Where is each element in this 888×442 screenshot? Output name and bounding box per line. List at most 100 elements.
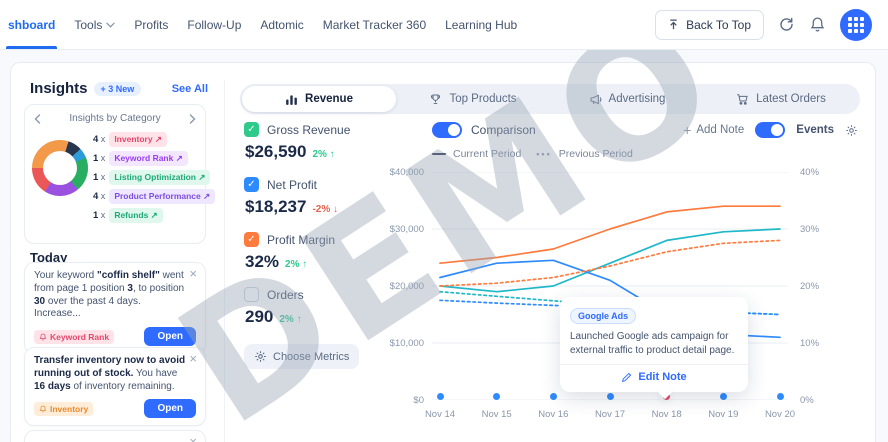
tab-latest-orders[interactable]: Latest Orders (704, 86, 858, 112)
chevron-left-icon[interactable] (34, 113, 41, 124)
chart-settings-gear-icon[interactable] (845, 124, 858, 137)
open-button[interactable]: Open (144, 327, 196, 347)
top-nav: shboard Tools Profits Follow-Up Adtomic Marke… (0, 0, 888, 50)
tab-label: Latest Orders (756, 93, 826, 105)
event-dot-nov-17[interactable] (606, 393, 614, 400)
nav-item-learning-hub[interactable]: Learning Hub (445, 0, 517, 49)
event-dot-nov-14[interactable] (436, 393, 444, 400)
metric-checkbox[interactable]: ✓ (244, 232, 259, 247)
tab-advertising[interactable]: Advertising (550, 86, 704, 112)
insight-tag[interactable]: Keyword Rank (34, 329, 115, 344)
event-dot-nov-20[interactable] (776, 393, 784, 400)
metric-checkbox[interactable]: ✓ (244, 177, 259, 192)
insights-header: Insights + 3 New See All (30, 80, 208, 97)
nav-item-label: Learning Hub (445, 17, 518, 32)
edit-note-button[interactable]: Edit Note (570, 371, 738, 385)
category-count: 1 x (93, 172, 106, 183)
insight-card-partial: × (24, 430, 206, 442)
category-tag[interactable]: Product Performance ↗ (109, 189, 216, 204)
metric-gross-revenue: ✓ Gross Revenue $26,590 2% ↑ (244, 122, 404, 162)
trophy-icon (429, 93, 442, 106)
metric-change: -2% ↓ (312, 204, 339, 215)
nav-item-tools[interactable]: Tools (74, 0, 116, 49)
insight-tag[interactable]: Inventory (34, 401, 94, 416)
insight-text: Transfer inventory now to avoid running … (34, 355, 186, 392)
period-legend: Current Period ••• Previous Period (432, 148, 633, 160)
events-toggle[interactable] (755, 122, 786, 138)
category-count: 4 x (93, 191, 106, 202)
tab-top-products[interactable]: Top Products (396, 86, 550, 112)
nav-item-label: Tools (74, 17, 103, 32)
chart-tabs: Revenue Top Products Advertising Latest Ord… (240, 84, 860, 114)
category-row-keyword-rank: 1 x Keyword Rank ↗ (93, 151, 215, 166)
events-label: Events (796, 124, 834, 136)
metric-checkbox[interactable] (244, 287, 259, 302)
history-icon[interactable] (778, 16, 795, 33)
close-icon[interactable]: × (189, 351, 197, 366)
category-legend: 4 x Inventory ↗ 1 x Keyword Rank ↗ 1 x Listin… (93, 132, 216, 223)
alert-bell-icon (39, 405, 47, 413)
metric-label: Net Profit (267, 177, 318, 192)
y-left-tick-label: $30,000 (389, 224, 424, 235)
close-icon[interactable]: × (189, 434, 197, 442)
apps-grid-button[interactable] (840, 8, 872, 41)
category-row-listing-optimization: 1 x Listing Optimization ↗ (93, 170, 215, 185)
nav-item-shboard[interactable]: shboard (5, 0, 58, 49)
comparison-toggle[interactable] (432, 122, 462, 138)
nav-right-cluster: Back To Top (655, 8, 872, 41)
y-right-tick-label: 10% (800, 338, 820, 349)
note-tag: Google Ads (570, 308, 637, 324)
chevron-right-icon[interactable] (189, 113, 196, 124)
category-tag[interactable]: Inventory ↗ (109, 132, 168, 147)
plus-icon: + (683, 122, 692, 138)
metric-value: 32% (245, 252, 280, 271)
category-tag[interactable]: Keyword Rank ↗ (109, 151, 188, 166)
tab-revenue[interactable]: Revenue (242, 86, 396, 112)
panel-divider (224, 80, 225, 442)
insight-card-keyword-rank: × Your keyword "coffin shelf" went from p… (24, 262, 206, 355)
event-dot-nov-15[interactable] (493, 393, 501, 400)
nav-menu: shboard Tools Profits Follow-Up Adtomic Marke… (5, 0, 517, 49)
category-tag[interactable]: Refunds ↗ (109, 208, 163, 223)
y-left-tick-label: $20,000 (389, 281, 424, 292)
metric-label: Profit Margin (267, 232, 336, 247)
notifications-bell-icon[interactable] (809, 16, 826, 33)
metric-profit-margin: ✓ Profit Margin 32% 2% ↑ (244, 232, 404, 272)
see-all-link[interactable]: See All (171, 82, 208, 95)
metric-checkbox[interactable]: ✓ (244, 122, 259, 137)
metric-change: 2% ↑ (279, 314, 302, 325)
y-right-tick-label: 0% (800, 395, 814, 406)
open-button[interactable]: Open (144, 399, 196, 419)
nav-item-profits[interactable]: Profits (134, 0, 168, 49)
close-icon[interactable]: × (189, 266, 197, 281)
category-card-body: 4 x Inventory ↗ 1 x Keyword Rank ↗ 1 x Listin… (25, 126, 216, 223)
x-tick-label: Nov 18 (651, 409, 682, 420)
insights-title: Insights (30, 80, 88, 97)
nav-item-adtomic[interactable]: Adtomic (260, 0, 303, 49)
megaphone-icon (589, 93, 602, 106)
back-to-top-button[interactable]: Back To Top (655, 9, 764, 40)
cart-icon (736, 93, 749, 106)
category-count: 1 x (93, 153, 106, 164)
insight-text: Your keyword "coffin shelf" went from pa… (34, 270, 185, 320)
nav-item-follow-up[interactable]: Follow-Up (187, 0, 241, 49)
choose-metrics-button[interactable]: Choose Metrics (244, 344, 360, 369)
category-tag[interactable]: Listing Optimization ↗ (109, 170, 211, 185)
nav-item-label: Follow-Up (187, 17, 242, 32)
category-row-product-performance: 4 x Product Performance ↗ (93, 189, 216, 204)
nav-item-label: Adtomic (260, 17, 304, 32)
nav-item-market-tracker-360[interactable]: Market Tracker 360 (323, 0, 426, 49)
event-dot-nov-16[interactable] (549, 393, 557, 400)
tab-label: Revenue (305, 93, 353, 105)
edit-note-label: Edit Note (638, 371, 687, 383)
previous-period-dotted-line-icon: ••• (536, 149, 552, 159)
add-note-label: Add Note (696, 124, 745, 136)
event-dot-nov-19[interactable] (719, 393, 727, 400)
insights-category-card: Insights by Category 4 x Inventory ↗ 1 x Ke… (24, 104, 216, 244)
pencil-icon (622, 372, 632, 382)
metric-label: Gross Revenue (267, 122, 351, 137)
metric-change: 2% ↑ (312, 149, 335, 160)
add-note-button[interactable]: + Add Note (683, 123, 744, 137)
chart-controls: + Add Note Events (683, 122, 858, 138)
